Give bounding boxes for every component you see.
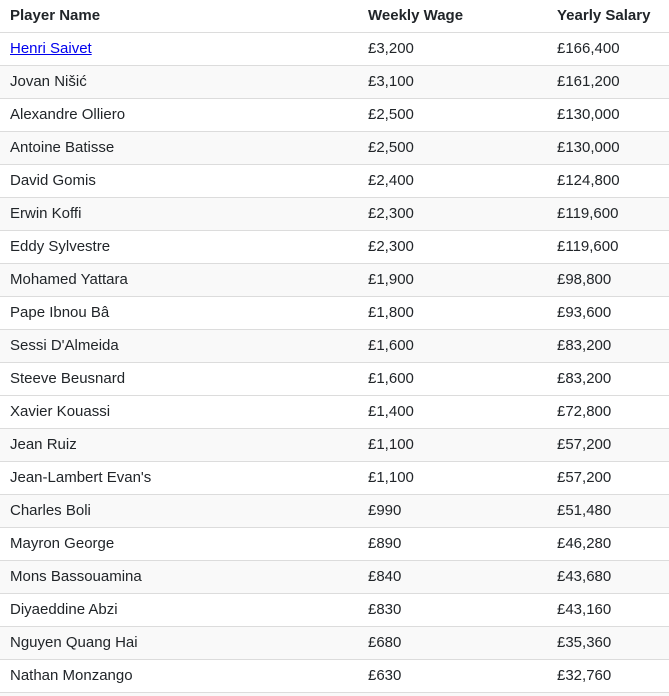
yearly-salary-cell: £57,200 <box>557 436 612 453</box>
weekly-wage-cell: £990 <box>368 502 402 519</box>
yearly-salary-cell: £35,360 <box>557 634 612 651</box>
yearly-salary-cell: £32,760 <box>557 667 612 684</box>
player-name-cell: Xavier Kouassi <box>10 403 111 420</box>
player-name-cell: Jovan Nišić <box>10 73 87 90</box>
weekly-wage-cell: £890 <box>368 535 402 552</box>
yearly-salary-cell: £51,480 <box>557 502 612 519</box>
player-name-cell: Eddy Sylvestre <box>10 238 111 255</box>
table-row: Mons Bassouamina £840 £43,680 <box>0 561 669 594</box>
player-link[interactable]: Henri Saivet <box>10 40 92 57</box>
player-name-cell: Nguyen Quang Hai <box>10 634 138 651</box>
yearly-salary-cell: £124,800 <box>557 172 620 189</box>
yearly-salary-cell: £161,200 <box>557 73 620 90</box>
weekly-wage-cell: £1,600 <box>368 337 414 354</box>
yearly-salary-cell: £119,600 <box>557 205 619 222</box>
player-name-cell: Jean-Lambert Evan's <box>10 469 152 486</box>
yearly-salary-cell: £130,000 <box>557 106 620 123</box>
weekly-wage-cell: £1,100 <box>368 469 414 486</box>
table-row: David Gomis £2,400 £124,800 <box>0 165 669 198</box>
table-body: Henri Saivet £3,200 £166,400 Jovan Nišić £3,… <box>0 33 669 693</box>
column-header-weekly-wage: Weekly Wage <box>368 7 464 24</box>
yearly-salary-cell: £43,680 <box>557 568 612 585</box>
weekly-wage-cell: £830 <box>368 601 402 618</box>
weekly-wage-cell: £1,400 <box>368 403 414 420</box>
weekly-wage-cell: £3,200 <box>368 40 414 57</box>
player-name-cell: Sessi D'Almeida <box>10 337 119 354</box>
yearly-salary-cell: £83,200 <box>557 337 612 354</box>
table-row: Sessi D'Almeida £1,600 £83,200 <box>0 330 669 363</box>
player-name-cell: Henri Saivet <box>0 33 368 65</box>
player-name-cell: Antoine Batisse <box>10 139 115 156</box>
weekly-wage-cell: £2,300 <box>368 238 414 255</box>
player-name-cell: Erwin Koffi <box>10 205 82 222</box>
yearly-salary-cell: £130,000 <box>557 139 620 156</box>
weekly-wage-cell: £840 <box>368 568 402 585</box>
table-row: Erwin Koffi £2,300 £119,600 <box>0 198 669 231</box>
yearly-salary-cell: £83,200 <box>557 370 612 387</box>
column-header-player-name: Player Name <box>10 7 101 24</box>
table-row: Mayron George £890 £46,280 <box>0 528 669 561</box>
player-name-cell: Jean Ruiz <box>10 436 77 453</box>
table-row: Jovan Nišić £3,100 £161,200 <box>0 66 669 99</box>
table-row: Nguyen Quang Hai £680 £35,360 <box>0 627 669 660</box>
weekly-wage-cell: £2,400 <box>368 172 414 189</box>
player-name-cell: Mohamed Yattara <box>10 271 128 288</box>
weekly-wage-cell: £630 <box>368 667 402 684</box>
player-name-cell: Mons Bassouamina <box>10 568 142 585</box>
table-row: Alexandre Olliero £2,500 £130,000 <box>0 99 669 132</box>
player-name-cell: Alexandre Olliero <box>10 106 126 123</box>
player-name-cell: Mayron George <box>10 535 115 552</box>
weekly-wage-cell: £3,100 <box>368 73 414 90</box>
weekly-wage-cell: £1,600 <box>368 370 414 387</box>
table-row: Antoine Batisse £2,500 £130,000 <box>0 132 669 165</box>
player-name-cell: David Gomis <box>10 172 96 189</box>
yearly-salary-cell: £46,280 <box>557 535 612 552</box>
player-name-cell: Charles Boli <box>10 502 91 519</box>
table-header-row: Player Name Weekly Wage Yearly Salary <box>0 0 669 33</box>
table-row: Henri Saivet £3,200 £166,400 <box>0 33 669 66</box>
yearly-salary-cell: £98,800 <box>557 271 612 288</box>
table-row: Mohamed Yattara £1,900 £98,800 <box>0 264 669 297</box>
table-row: Jean-Lambert Evan's £1,100 £57,200 <box>0 462 669 495</box>
player-name-cell: Steeve Beusnard <box>10 370 126 387</box>
partial-next-row <box>0 693 669 696</box>
weekly-wage-cell: £680 <box>368 634 402 651</box>
player-name-cell: Nathan Monzango <box>10 667 133 684</box>
table-row: Charles Boli £990 £51,480 <box>0 495 669 528</box>
yearly-salary-cell: £166,400 <box>557 40 620 57</box>
yearly-salary-cell: £93,600 <box>557 304 612 321</box>
table-row: Nathan Monzango £630 £32,760 <box>0 660 669 693</box>
table-row: Jean Ruiz £1,100 £57,200 <box>0 429 669 462</box>
table-row: Eddy Sylvestre £2,300 £119,600 <box>0 231 669 264</box>
weekly-wage-cell: £1,900 <box>368 271 414 288</box>
weekly-wage-cell: £2,500 <box>368 106 414 123</box>
yearly-salary-cell: £43,160 <box>557 601 612 618</box>
column-header-yearly-salary: Yearly Salary <box>557 7 651 24</box>
yearly-salary-cell: £119,600 <box>557 238 619 255</box>
weekly-wage-cell: £1,100 <box>368 436 414 453</box>
weekly-wage-cell: £1,800 <box>368 304 414 321</box>
player-name-cell: Diyaeddine Abzi <box>10 601 118 618</box>
yearly-salary-cell: £72,800 <box>557 403 612 420</box>
table-row: Xavier Kouassi £1,400 £72,800 <box>0 396 669 429</box>
table-row: Pape Ibnou Bâ £1,800 £93,600 <box>0 297 669 330</box>
yearly-salary-cell: £57,200 <box>557 469 612 486</box>
table-row: Steeve Beusnard £1,600 £83,200 <box>0 363 669 396</box>
weekly-wage-cell: £2,500 <box>368 139 414 156</box>
player-name-cell: Pape Ibnou Bâ <box>10 304 110 321</box>
weekly-wage-cell: £2,300 <box>368 205 414 222</box>
table-row: Diyaeddine Abzi £830 £43,160 <box>0 594 669 627</box>
